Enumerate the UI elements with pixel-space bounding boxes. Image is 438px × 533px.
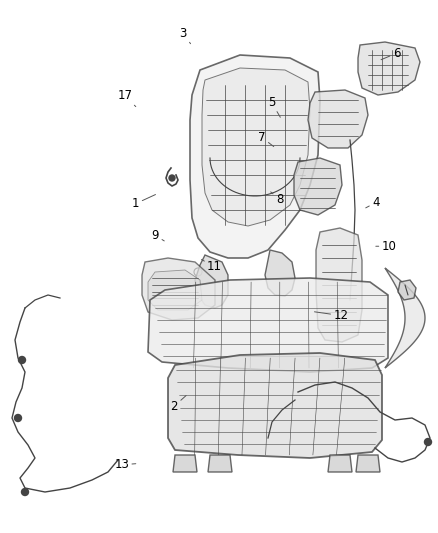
Polygon shape	[190, 55, 320, 258]
Circle shape	[424, 439, 431, 446]
Text: 10: 10	[376, 240, 396, 253]
Circle shape	[18, 357, 25, 364]
Text: 9: 9	[152, 229, 164, 242]
Circle shape	[14, 415, 21, 422]
Polygon shape	[316, 228, 362, 342]
Polygon shape	[173, 455, 197, 472]
Circle shape	[169, 175, 175, 181]
Polygon shape	[202, 68, 310, 226]
Polygon shape	[358, 42, 420, 95]
Text: 11: 11	[201, 260, 222, 273]
Polygon shape	[308, 90, 368, 148]
Polygon shape	[208, 455, 232, 472]
Polygon shape	[148, 278, 388, 372]
Polygon shape	[168, 353, 382, 458]
Text: 6: 6	[381, 47, 400, 60]
Polygon shape	[148, 270, 202, 310]
Polygon shape	[356, 455, 380, 472]
Text: 7: 7	[258, 131, 274, 147]
Text: 4: 4	[366, 196, 380, 209]
Text: 8: 8	[271, 192, 283, 206]
Text: 13: 13	[114, 458, 136, 471]
Text: 5: 5	[268, 96, 280, 117]
Text: 1: 1	[132, 195, 155, 210]
Polygon shape	[195, 255, 228, 308]
Circle shape	[21, 489, 28, 496]
Polygon shape	[265, 250, 295, 296]
Text: 3: 3	[180, 27, 191, 44]
Polygon shape	[385, 268, 425, 368]
Text: 17: 17	[117, 90, 136, 107]
Text: 2: 2	[170, 395, 186, 413]
Polygon shape	[398, 280, 416, 300]
Text: 12: 12	[314, 309, 348, 322]
Polygon shape	[142, 258, 215, 320]
Polygon shape	[294, 158, 342, 215]
Polygon shape	[328, 455, 352, 472]
